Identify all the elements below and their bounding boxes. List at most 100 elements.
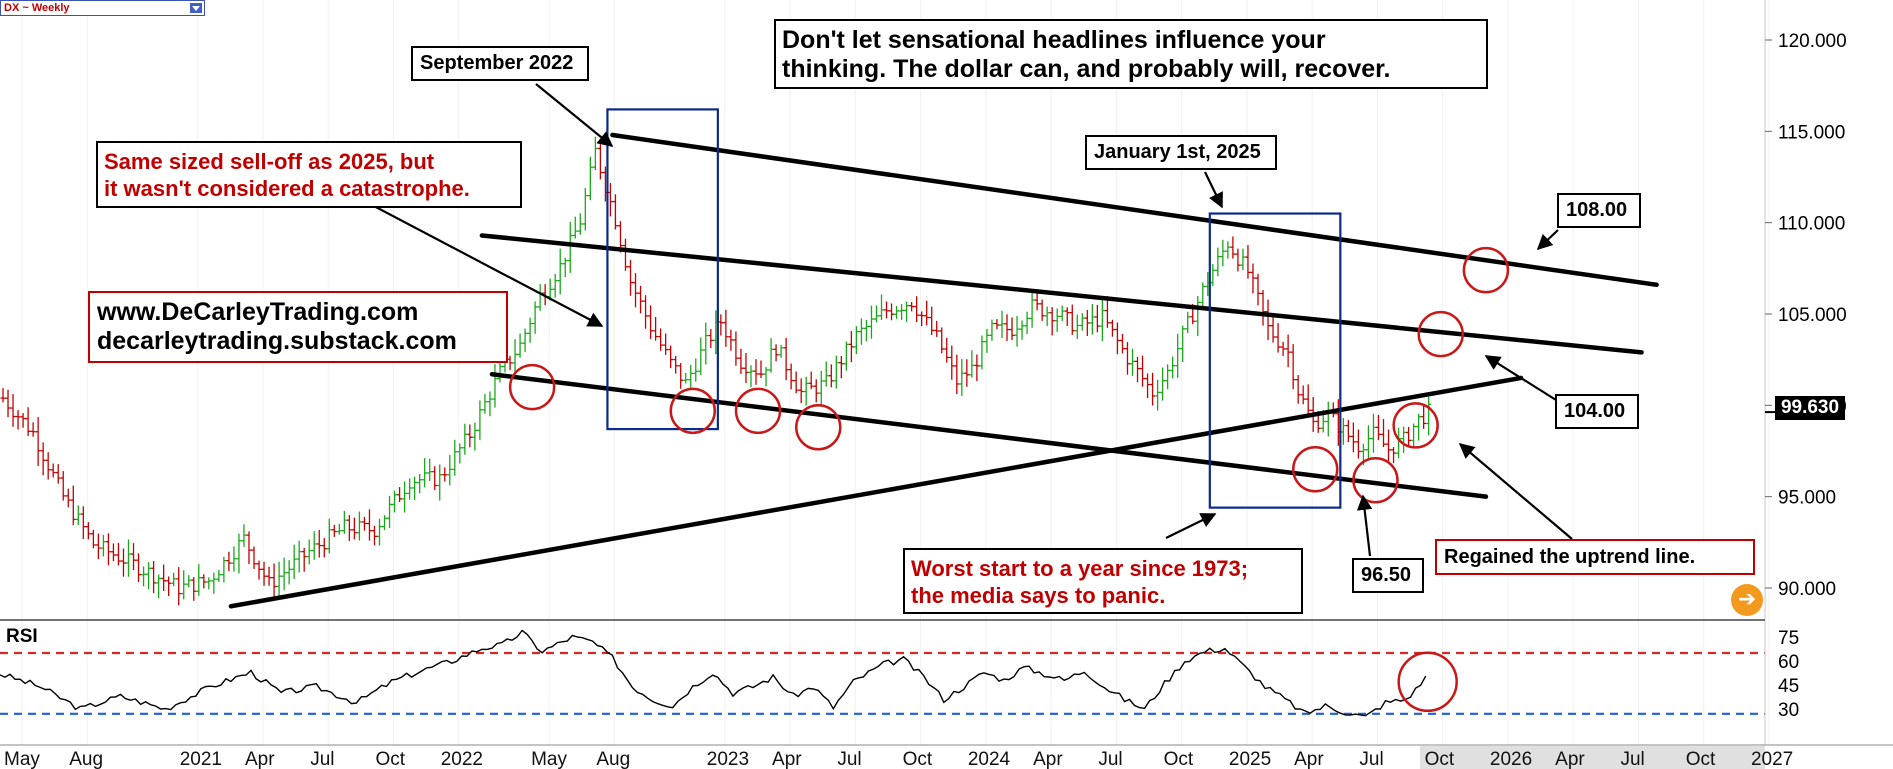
highlight-circle — [1352, 456, 1399, 504]
annotation-arrow — [371, 204, 604, 327]
price-bar — [622, 238, 628, 271]
price-bar — [517, 333, 523, 358]
price-bar — [658, 328, 664, 351]
price-bar — [984, 329, 990, 353]
price-bar — [1255, 273, 1261, 306]
price-bar — [1375, 414, 1381, 441]
price-bar — [126, 539, 131, 577]
price-bar — [1145, 373, 1151, 398]
price-bar — [85, 522, 91, 540]
price-bar — [894, 306, 900, 319]
price-bar — [663, 333, 669, 355]
price-bar — [246, 531, 252, 565]
price-bar — [1079, 313, 1085, 331]
price-bar — [1084, 310, 1090, 336]
price-bar — [1104, 295, 1110, 328]
label-same-size-selloff: Same sized sell-off as 2025, but it wasn… — [96, 141, 522, 208]
price-bar — [70, 485, 76, 526]
price-bar — [628, 260, 633, 296]
time-tick-label: Aug — [596, 749, 630, 769]
price-bar — [1200, 282, 1206, 310]
price-bar — [331, 524, 337, 537]
website-box: www.DeCarleyTrading.com decarleytrading.… — [88, 291, 508, 363]
price-bar — [492, 364, 498, 408]
label-regained-uptrend: Regained the uptrend line. — [1435, 539, 1755, 575]
price-bar — [899, 304, 905, 320]
time-tick-label: 2023 — [707, 749, 749, 769]
price-bar — [241, 524, 247, 547]
price-bar — [1130, 348, 1135, 376]
price-bar — [45, 452, 51, 480]
price-bar — [1109, 319, 1115, 337]
price-bar — [557, 248, 563, 295]
price-bar — [1350, 422, 1356, 453]
price-bar — [361, 516, 367, 531]
price-bar — [723, 309, 729, 347]
rsi-tick-label: 60 — [1778, 652, 1799, 673]
price-bar — [1089, 304, 1095, 335]
symbol-selector[interactable]: DX ~ Weekly — [0, 0, 205, 16]
price-bar — [1270, 316, 1276, 343]
price-bar — [1215, 247, 1221, 277]
price-bar — [251, 546, 257, 569]
annotation-arrow — [1484, 355, 1557, 401]
price-bar — [969, 350, 975, 378]
price-bar — [873, 305, 879, 323]
price-bar — [276, 561, 282, 598]
price-bar — [1300, 385, 1306, 405]
chevron-down-icon[interactable] — [190, 3, 202, 13]
price-bar — [120, 548, 126, 577]
price-bar — [392, 490, 398, 513]
price-bar — [141, 566, 147, 587]
price-bar — [366, 509, 372, 541]
price-bar — [1195, 295, 1201, 337]
price-bar — [934, 320, 940, 337]
price-bar — [231, 546, 237, 572]
price-bar — [271, 563, 277, 598]
price-bar — [648, 305, 654, 340]
price-bar — [949, 345, 955, 380]
price-bar — [166, 576, 172, 597]
price-bar — [879, 294, 884, 321]
price-bar — [422, 458, 428, 488]
price-bar — [281, 557, 287, 591]
right-arrow-icon[interactable]: ➔ — [1731, 584, 1763, 616]
price-bar — [954, 354, 960, 395]
time-tick-label: Oct — [375, 749, 405, 769]
price-bar — [1029, 290, 1035, 328]
price-bar — [683, 372, 689, 384]
price-bar — [40, 442, 46, 476]
price-bar — [382, 515, 388, 531]
price-bar — [15, 410, 21, 430]
price-bar — [1160, 367, 1166, 401]
price-bar — [653, 316, 659, 341]
price-bar — [161, 564, 167, 592]
symbol-label: DX ~ Weekly — [4, 2, 70, 14]
time-tick-label: 2025 — [1229, 749, 1271, 769]
highlight-boxes — [606, 108, 1342, 509]
price-bar — [10, 394, 16, 427]
price-bar — [758, 360, 764, 379]
price-bar — [673, 355, 679, 374]
price-bar — [452, 439, 458, 476]
annotation-arrow — [1356, 494, 1373, 557]
price-bar — [55, 464, 61, 484]
highlight-circle — [669, 387, 717, 435]
price-bar — [311, 531, 317, 560]
price-bar — [1416, 413, 1422, 441]
annotation-arrow — [1458, 443, 1573, 540]
price-bar — [512, 339, 518, 377]
price-bar — [146, 562, 152, 590]
price-bar — [211, 572, 217, 594]
price-bar — [1034, 292, 1040, 311]
time-tick-label: May — [4, 749, 40, 769]
price-bar — [351, 517, 357, 540]
price-bar — [572, 216, 578, 239]
price-bar — [321, 538, 327, 558]
price-bar — [377, 518, 382, 546]
price-bar — [387, 495, 393, 529]
price-bar — [341, 510, 347, 534]
price-bar — [1381, 419, 1386, 448]
price-bar — [75, 505, 81, 526]
price-bar — [131, 543, 137, 571]
